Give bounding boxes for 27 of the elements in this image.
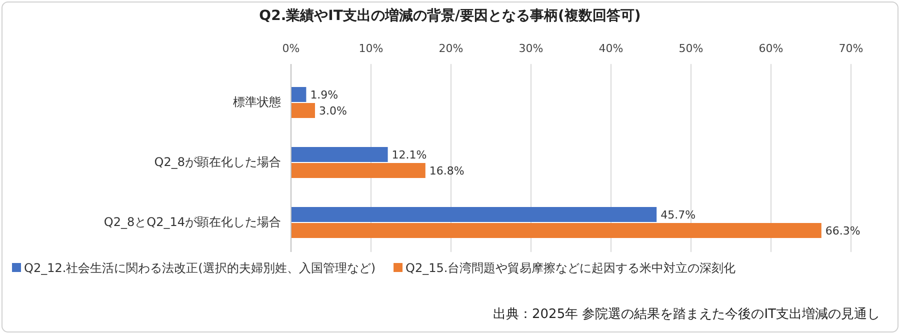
data-label: 3.0% [319,104,347,118]
legend-label: Q2_12.社会生活に関わる法改正(選択的夫婦別姓、入国管理など) [24,261,376,275]
bar [291,87,306,102]
bar [291,103,315,118]
y-tick-label: Q2_8が顕在化した場合 [154,155,281,169]
bar [291,207,657,222]
data-label: 45.7% [660,208,696,222]
data-label: 12.1% [392,148,427,162]
bar [291,223,822,238]
legend-label: Q2_15.台湾問題や貿易摩擦などに起因する米中対立の深刻化 [406,261,736,275]
x-tick-label: 10% [358,42,384,55]
data-label: 66.3% [825,224,860,238]
x-tick-label: 0% [282,42,300,55]
y-tick-label: Q2_8とQ2_14が顕在化した場合 [104,215,281,229]
chart-title: Q2.業績やIT支出の増減の背景/要因となる事柄(複数回答可) [259,7,641,24]
y-tick-label: 標準状態 [233,95,281,109]
data-label: 1.9% [310,88,338,102]
bar [291,163,426,178]
x-tick-label: 60% [758,42,784,55]
x-tick-label: 50% [678,42,704,55]
data-label: 16.8% [429,164,464,178]
x-tick-label: 40% [598,42,624,55]
x-tick-label: 20% [438,42,464,55]
source-note: 出典：2025年 参院選の結果を踏まえた今後のIT支出増減の見通し [493,306,880,322]
x-tick-label: 30% [518,42,544,55]
bar [291,147,388,162]
x-tick-label: 70% [838,42,864,55]
